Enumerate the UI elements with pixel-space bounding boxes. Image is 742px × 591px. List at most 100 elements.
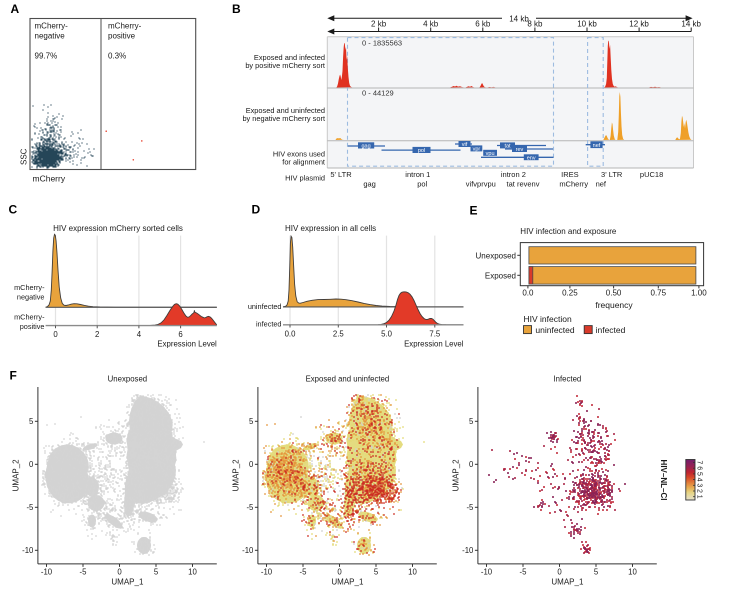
svg-text:99.7%: 99.7%: [35, 52, 58, 61]
svg-text:A: A: [11, 2, 20, 16]
svg-text:4 kb: 4 kb: [423, 20, 439, 29]
svg-text:7: 7: [696, 461, 703, 465]
svg-text:4: 4: [696, 478, 703, 482]
svg-text:1.00: 1.00: [691, 289, 707, 298]
svg-text:vpu: vpu: [486, 151, 495, 157]
svg-text:intron 1: intron 1: [405, 170, 430, 179]
svg-text:Unexposed: Unexposed: [108, 375, 147, 384]
svg-text:2: 2: [95, 330, 99, 339]
svg-text:negative: negative: [17, 293, 45, 302]
svg-text:0.3%: 0.3%: [108, 52, 126, 61]
svg-text:SSC: SSC: [20, 148, 29, 165]
svg-text:by negative mCherry sort: by negative mCherry sort: [242, 114, 325, 123]
svg-text:UMAP_1: UMAP_1: [331, 577, 364, 586]
svg-text:Expression Level: Expression Level: [404, 339, 464, 348]
svg-text:UMAP_1: UMAP_1: [551, 577, 584, 586]
svg-text:Unexposed: Unexposed: [476, 251, 516, 260]
svg-text:0.0: 0.0: [285, 329, 297, 338]
svg-text:0: 0: [337, 568, 342, 577]
svg-text:0.25: 0.25: [562, 289, 578, 298]
svg-text:tat: tat: [504, 144, 511, 150]
svg-text:infected: infected: [256, 319, 282, 328]
svg-text:2.5: 2.5: [333, 329, 345, 338]
svg-text:vifvprvpu: vifvprvpu: [466, 180, 496, 189]
svg-text:D: D: [252, 203, 261, 217]
svg-text:uninfected: uninfected: [535, 325, 574, 335]
svg-text:by positive mCherry sort: by positive mCherry sort: [245, 61, 325, 70]
svg-text:4: 4: [137, 330, 142, 339]
svg-text:UMAP_2: UMAP_2: [452, 459, 461, 492]
svg-text:-5: -5: [26, 503, 34, 512]
svg-text:12 kb: 12 kb: [629, 20, 649, 29]
svg-text:5: 5: [374, 568, 379, 577]
svg-text:8 kb: 8 kb: [527, 20, 543, 29]
svg-text:0: 0: [53, 330, 58, 339]
svg-text:HIV exons used: HIV exons used: [273, 149, 325, 158]
svg-text:Expression Level: Expression Level: [157, 339, 217, 348]
svg-text:pUC18: pUC18: [640, 170, 663, 179]
svg-text:-5: -5: [80, 568, 88, 577]
svg-text:0 - 1835563: 0 - 1835563: [362, 39, 402, 48]
svg-text:5: 5: [469, 417, 474, 426]
svg-text:0: 0: [117, 568, 122, 577]
svg-text:nef: nef: [596, 180, 607, 189]
svg-text:pol: pol: [417, 180, 427, 189]
svg-text:gag: gag: [363, 180, 376, 189]
svg-text:5: 5: [154, 568, 159, 577]
svg-text:B: B: [232, 2, 241, 16]
svg-text:HIV expression in all cells: HIV expression in all cells: [285, 224, 376, 233]
svg-text:0.50: 0.50: [606, 289, 622, 298]
svg-text:0: 0: [249, 460, 254, 469]
svg-text:vif: vif: [462, 142, 468, 148]
svg-text:HIV–NL–CI: HIV–NL–CI: [659, 460, 668, 501]
svg-text:-10: -10: [41, 568, 53, 577]
svg-text:5: 5: [696, 472, 703, 476]
svg-text:rev: rev: [516, 147, 524, 153]
svg-text:infected: infected: [596, 325, 626, 335]
svg-text:5.0: 5.0: [381, 329, 393, 338]
svg-text:6: 6: [178, 330, 182, 339]
svg-text:-10: -10: [481, 568, 493, 577]
svg-text:14 kb: 14 kb: [509, 14, 529, 23]
svg-text:mCherry-: mCherry-: [35, 22, 69, 31]
svg-text:0 - 44129: 0 - 44129: [362, 88, 394, 97]
svg-text:mCherry-: mCherry-: [14, 283, 45, 292]
svg-text:UMAP_2: UMAP_2: [232, 459, 241, 492]
svg-text:C: C: [9, 203, 18, 217]
svg-text:5: 5: [29, 417, 34, 426]
svg-text:F: F: [10, 369, 17, 383]
svg-text:UMAP_1: UMAP_1: [111, 577, 144, 586]
svg-text:-5: -5: [300, 568, 308, 577]
svg-text:mCherry: mCherry: [33, 174, 66, 184]
svg-text:-10: -10: [242, 546, 254, 555]
svg-text:-10: -10: [261, 568, 273, 577]
svg-text:5: 5: [249, 417, 254, 426]
svg-text:6 kb: 6 kb: [475, 20, 491, 29]
svg-text:7.5: 7.5: [429, 329, 441, 338]
svg-text:negative: negative: [35, 32, 66, 41]
svg-text:-10: -10: [462, 546, 474, 555]
svg-text:-10: -10: [22, 546, 34, 555]
svg-text:UMAP_2: UMAP_2: [12, 459, 21, 492]
svg-text:mCherry-: mCherry-: [14, 312, 45, 321]
svg-text:10: 10: [628, 568, 637, 577]
svg-text:uninfected: uninfected: [248, 302, 282, 311]
svg-text:0.75: 0.75: [651, 289, 667, 298]
svg-text:Exposed: Exposed: [485, 271, 516, 280]
svg-text:env: env: [527, 155, 536, 161]
svg-text:2: 2: [696, 489, 703, 493]
svg-text:6: 6: [696, 466, 703, 470]
svg-text:10 kb: 10 kb: [577, 20, 597, 29]
svg-text:3' LTR: 3' LTR: [601, 170, 623, 179]
svg-text:for alignment: for alignment: [282, 157, 325, 166]
svg-text:-5: -5: [520, 568, 528, 577]
svg-text:10: 10: [188, 568, 197, 577]
svg-text:HIV expression mCherry sorted: HIV expression mCherry sorted cells: [53, 224, 183, 233]
svg-text:3: 3: [696, 483, 703, 487]
svg-text:mCherry: mCherry: [559, 180, 588, 189]
svg-text:HIV infection and exposure: HIV infection and exposure: [520, 227, 617, 236]
svg-text:0: 0: [29, 460, 34, 469]
svg-text:vpr: vpr: [473, 147, 481, 153]
svg-text:E: E: [470, 204, 478, 218]
svg-text:positive: positive: [20, 322, 45, 331]
